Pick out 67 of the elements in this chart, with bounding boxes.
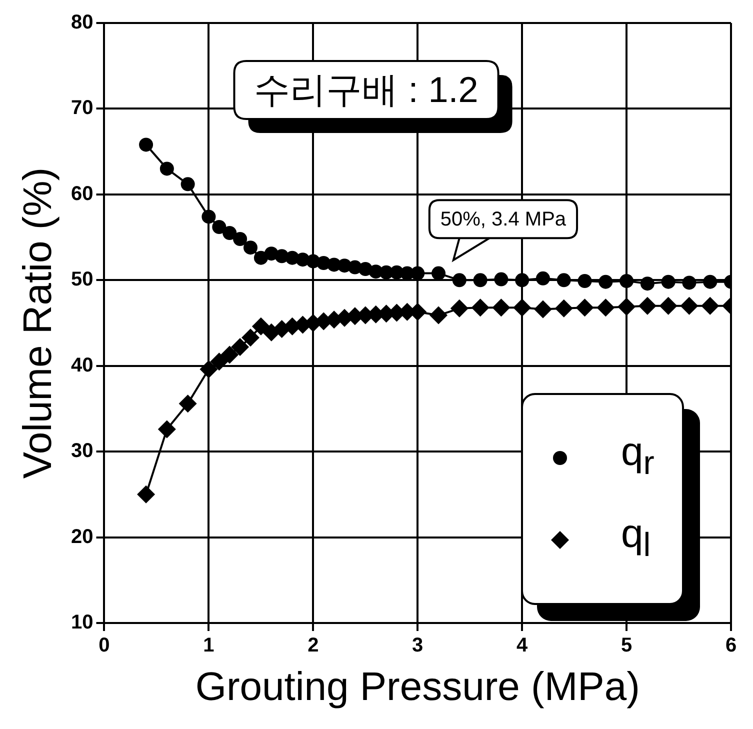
legend-label: q$_{r}$ [621, 429, 654, 484]
x-axis-title: Grouting Pressure (MPa) [195, 665, 640, 710]
point [137, 485, 156, 504]
y-tick-label: 70 [70, 97, 94, 120]
point [231, 338, 250, 356]
y-tick-label: 30 [70, 440, 94, 462]
point [220, 346, 239, 364]
x-tick-label: 0 [98, 634, 110, 657]
point [515, 273, 530, 288]
y-tick-label: 80 [70, 12, 94, 34]
point [638, 296, 656, 315]
y-axis-title: Volume Ratio (%) [16, 167, 60, 479]
point [252, 317, 270, 336]
point [578, 274, 592, 288]
x-tick-label: 6 [725, 634, 737, 657]
point [703, 274, 718, 289]
point [701, 296, 720, 315]
point [536, 271, 550, 286]
point [210, 352, 228, 371]
legend-label: q$_{l}$ [621, 511, 651, 566]
annotation: 수리구배 : 1.2 [254, 68, 478, 110]
x-tick-label: 1 [203, 634, 214, 657]
y-tick-label: 40 [70, 354, 94, 376]
y-tick-label: 20 [70, 526, 94, 548]
point [659, 296, 678, 315]
point [596, 298, 615, 317]
point [241, 328, 260, 347]
point [233, 232, 248, 246]
point [178, 394, 197, 413]
point [556, 273, 571, 288]
point [202, 210, 216, 224]
point [534, 300, 552, 318]
y-tick-label: 60 [70, 182, 94, 205]
x-tick-label: 3 [412, 634, 424, 657]
point [452, 273, 466, 288]
point [492, 298, 510, 317]
point [222, 226, 237, 240]
annotation: 50%, 3.4 MPa [440, 208, 567, 231]
point [682, 276, 696, 290]
point [430, 306, 448, 324]
point [640, 276, 654, 291]
point [160, 162, 174, 176]
point [432, 266, 446, 280]
point [410, 266, 425, 280]
point [513, 298, 532, 317]
point [139, 138, 154, 152]
point [471, 298, 490, 317]
point [473, 273, 488, 288]
x-tick-label: 4 [516, 634, 529, 657]
point [200, 360, 218, 378]
point [450, 299, 468, 318]
x-tick-label: 2 [308, 634, 319, 657]
point [212, 220, 226, 234]
x-tick-label: 5 [620, 634, 632, 657]
point [158, 420, 176, 438]
y-tick-label: 10 [70, 612, 94, 634]
point [576, 298, 594, 317]
point [680, 296, 698, 315]
point [554, 299, 573, 318]
point [494, 272, 508, 286]
point [243, 240, 258, 255]
y-tick-label: 50 [70, 268, 94, 291]
point [661, 274, 676, 289]
point [620, 274, 634, 288]
point [618, 298, 636, 316]
point [598, 274, 613, 289]
point [180, 177, 195, 192]
